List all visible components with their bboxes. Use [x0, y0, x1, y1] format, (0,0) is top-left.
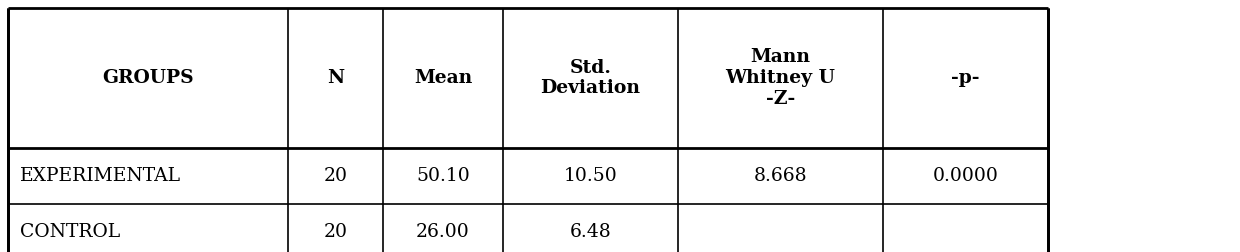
- Text: 8.668: 8.668: [754, 167, 807, 185]
- Text: Mann
Whitney U
-Z-: Mann Whitney U -Z-: [725, 48, 836, 108]
- Text: -p-: -p-: [951, 69, 980, 87]
- Text: Mean: Mean: [414, 69, 472, 87]
- Text: GROUPS: GROUPS: [102, 69, 193, 87]
- Text: N: N: [327, 69, 343, 87]
- Text: 0.0000: 0.0000: [932, 167, 998, 185]
- Text: 20: 20: [324, 167, 347, 185]
- Text: 26.00: 26.00: [417, 223, 470, 241]
- Text: 10.50: 10.50: [564, 167, 618, 185]
- Text: 20: 20: [324, 223, 347, 241]
- Text: 50.10: 50.10: [417, 167, 470, 185]
- Text: CONTROL: CONTROL: [20, 223, 120, 241]
- Text: Std.
Deviation: Std. Deviation: [541, 59, 641, 98]
- Text: EXPERIMENTAL: EXPERIMENTAL: [20, 167, 181, 185]
- Text: 6.48: 6.48: [569, 223, 611, 241]
